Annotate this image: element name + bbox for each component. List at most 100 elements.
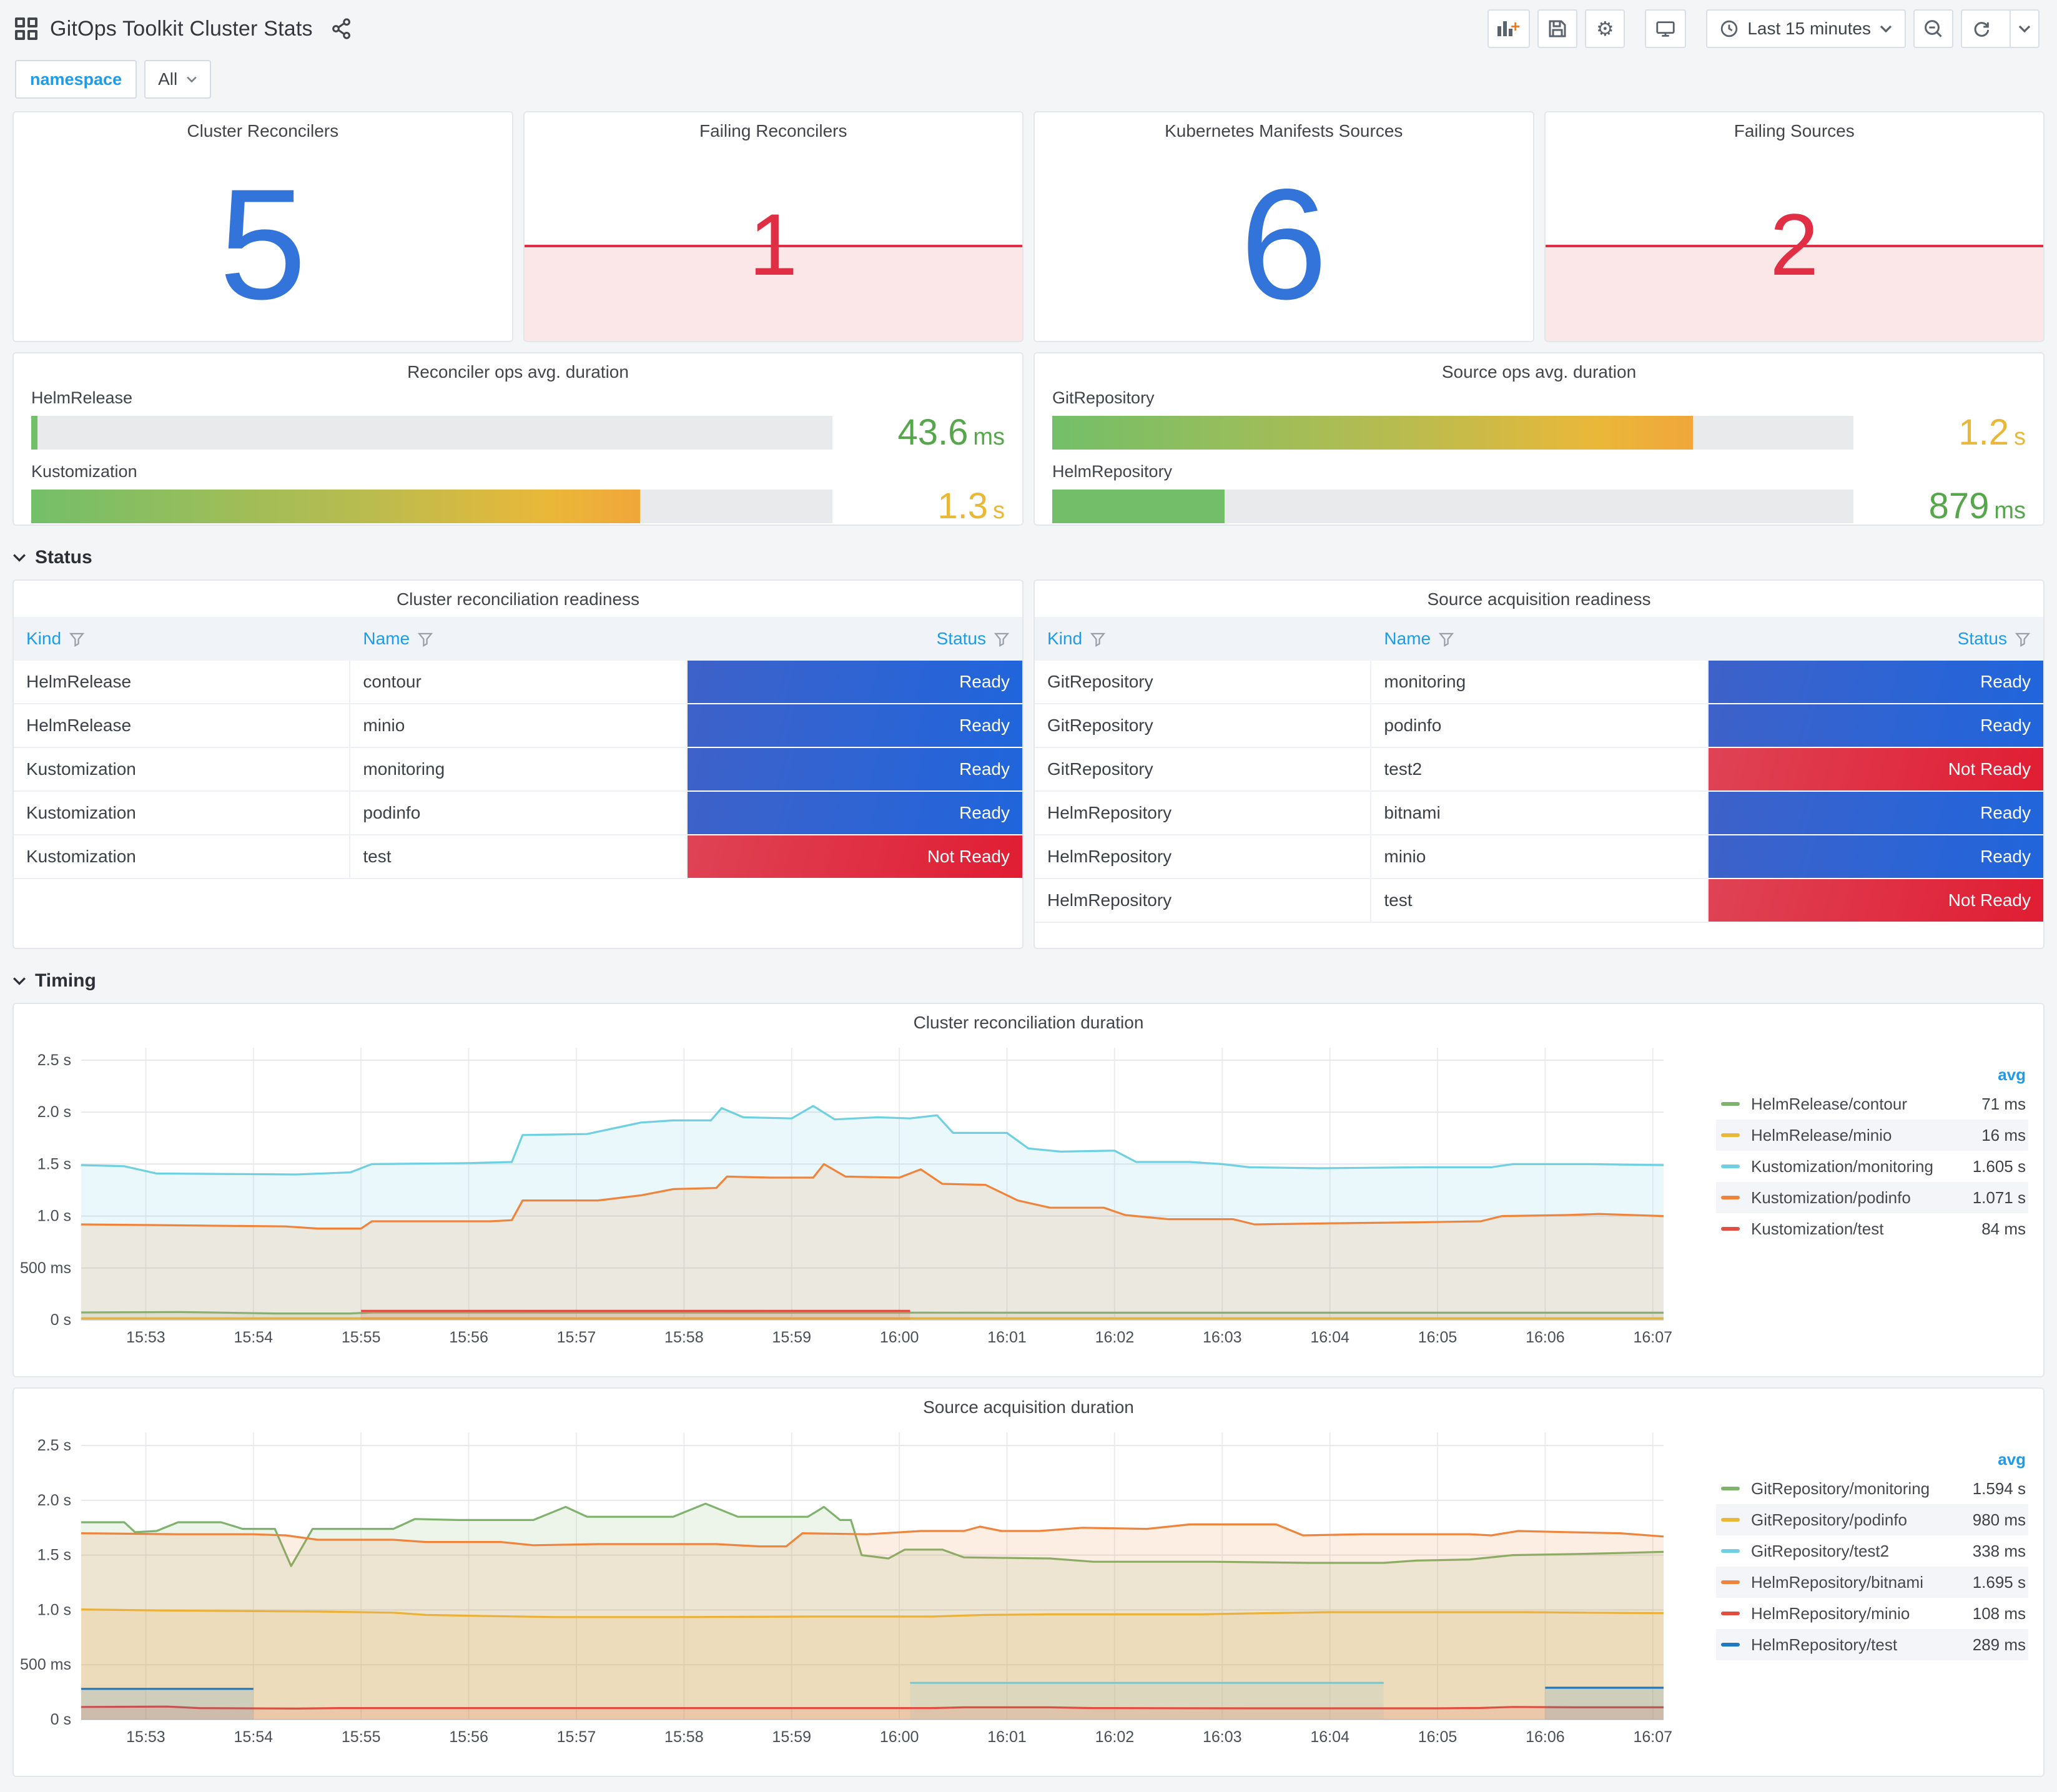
dashboard-settings-button[interactable]: ⚙ — [1585, 9, 1625, 48]
time-range-picker[interactable]: Last 15 minutes — [1706, 9, 1906, 48]
cell-name: monitoring — [350, 748, 688, 792]
legend-avg-header[interactable]: avg — [1998, 1450, 2026, 1469]
legend-series-name[interactable]: GitRepository/podinfo — [1751, 1510, 1908, 1529]
x-axis-tick-label: 15:58 — [664, 1728, 704, 1746]
chevron-down-icon — [1880, 25, 1892, 33]
add-panel-button[interactable]: + — [1487, 9, 1531, 48]
gauge-value: 879 ms — [1853, 485, 2026, 524]
variable-value-dropdown[interactable]: All — [144, 60, 212, 99]
filter-funnel-icon[interactable] — [994, 631, 1010, 647]
gauge-fill — [31, 415, 38, 450]
save-icon — [1549, 20, 1566, 37]
filter-funnel-icon[interactable] — [1438, 631, 1454, 647]
chart-body: 0 s 500 ms 1.0 s 1.5 s 2.0 s 2.5 s 15:53 15:54 1… — [14, 1417, 2043, 1755]
chart-canvas[interactable]: 0 s 500 ms 1.0 s 1.5 s 2.0 s 2.5 s 15:53 15:54 1… — [14, 1033, 1679, 1355]
column-header-status[interactable]: Status — [1709, 629, 2043, 649]
stat-panel-title: Failing Reconcilers — [699, 121, 847, 140]
legend-row: GitRepository/test2 338 ms — [1716, 1535, 2028, 1567]
column-header-kind[interactable]: Kind — [1035, 629, 1371, 649]
zoom-out-time-button[interactable] — [1913, 9, 1953, 48]
legend-series-color — [1721, 1164, 1740, 1168]
legend-avg-header[interactable]: avg — [1998, 1065, 2026, 1084]
tv-mode-button[interactable] — [1645, 9, 1687, 48]
gauge-row: Kustomization 1.3 s — [31, 462, 1005, 524]
section-label: Timing — [35, 970, 96, 991]
gauge-row: HelmRelease 43.6 ms — [31, 388, 1005, 453]
y-axis-tick-label: 0 s — [51, 1311, 71, 1329]
cell-name: test — [1371, 879, 1709, 923]
series-line — [81, 1523, 1664, 1548]
share-icon[interactable] — [330, 17, 353, 40]
section-header-status[interactable]: Status — [0, 536, 2057, 579]
legend-series-name[interactable]: HelmRepository/bitnami — [1751, 1572, 1923, 1592]
zoom-out-icon — [1925, 20, 1942, 37]
chart-canvas[interactable]: 0 s 500 ms 1.0 s 1.5 s 2.0 s 2.5 s 15:53 15:54 1… — [14, 1417, 1679, 1755]
x-axis-tick-label: 16:07 — [1633, 1728, 1672, 1746]
series-line — [81, 1608, 1664, 1618]
dashboard-grid-icon[interactable] — [15, 17, 37, 40]
section-header-timing[interactable]: Timing — [0, 959, 2057, 1003]
table-header-row: Kind Name Status — [14, 617, 1022, 661]
table-row: HelmRepository test Not Ready — [1035, 879, 2043, 923]
status-badge: Ready — [687, 748, 1022, 792]
chevron-down-icon — [13, 977, 26, 985]
stat-panel: Cluster Reconcilers 5 — [12, 111, 513, 342]
x-axis-tick-label: 15:57 — [557, 1728, 596, 1746]
legend-series-name[interactable]: Kustomization/podinfo — [1751, 1188, 1911, 1207]
x-axis-tick-label: 16:02 — [1095, 1329, 1135, 1346]
refresh-button[interactable] — [1962, 11, 2001, 47]
x-axis-tick-label: 15:57 — [557, 1329, 596, 1346]
column-header-name[interactable]: Name — [350, 629, 687, 649]
column-header-kind[interactable]: Kind — [14, 629, 350, 649]
column-header-name[interactable]: Name — [1371, 629, 1708, 649]
y-axis-tick-label: 2.0 s — [37, 1492, 71, 1509]
legend-row: Kustomization/monitoring 1.605 s — [1716, 1151, 2028, 1182]
gauge-line: 1.3 s — [31, 485, 1005, 524]
series-area — [81, 1106, 1664, 1320]
filter-funnel-icon[interactable] — [417, 631, 433, 647]
gauge-value: 43.6 ms — [832, 411, 1005, 453]
legend-series-avg: 338 ms — [1972, 1541, 2026, 1560]
x-axis-tick-label: 16:06 — [1526, 1329, 1565, 1346]
column-header-status[interactable]: Status — [688, 629, 1022, 649]
legend-series-name[interactable]: GitRepository/test2 — [1751, 1541, 1890, 1560]
filter-funnel-icon[interactable] — [1090, 631, 1106, 647]
y-axis-tick-label: 500 ms — [20, 1259, 71, 1277]
refresh-interval-dropdown[interactable] — [2010, 11, 2038, 47]
gauge-fill — [1052, 415, 1694, 450]
filter-funnel-icon[interactable] — [2015, 631, 2031, 647]
legend-series-color — [1721, 1643, 1740, 1647]
y-axis-tick-label: 2.5 s — [37, 1437, 71, 1454]
gauge-track — [1052, 415, 1853, 450]
refresh-icon — [1974, 22, 1990, 37]
legend-series-name[interactable]: GitRepository/monitoring — [1751, 1479, 1930, 1498]
status-badge: Not Ready — [1708, 748, 2043, 792]
y-axis-tick-label: 500 ms — [20, 1656, 71, 1673]
filter-funnel-icon[interactable] — [69, 631, 85, 647]
y-axis-tick-label: 2.5 s — [37, 1051, 71, 1069]
gauge-panels-row: Reconciler ops avg. duration HelmRelease… — [0, 352, 2057, 526]
series-area — [81, 1504, 1664, 1720]
timing-chart-1-legend: avg GitRepository/monitoring 1.594 s GitRep… — [1679, 1417, 2043, 1755]
save-dashboard-button[interactable] — [1537, 9, 1578, 48]
legend-series-name[interactable]: Kustomization/monitoring — [1751, 1156, 1933, 1176]
legend-series-name[interactable]: HelmRepository/test — [1751, 1635, 1898, 1654]
y-axis-tick-label: 0 s — [51, 1711, 71, 1728]
stat-threshold-line — [1545, 245, 2043, 248]
legend-series-name[interactable]: HelmRelease/minio — [1751, 1125, 1892, 1145]
x-axis-tick-label: 15:53 — [126, 1728, 165, 1746]
gauge-label: HelmRepository — [1052, 462, 1173, 481]
legend-series-name[interactable]: HelmRepository/minio — [1751, 1603, 1910, 1623]
legend-series-name[interactable]: HelmRelease/contour — [1751, 1094, 1908, 1113]
column-header-label: Name — [363, 629, 410, 648]
legend-series-name[interactable]: Kustomization/test — [1751, 1219, 1884, 1238]
panel-title: Source acquisition duration — [923, 1397, 1134, 1417]
panel-title: Cluster reconciliation readiness — [396, 589, 640, 609]
cell-kind: GitRepository — [1035, 704, 1372, 748]
panel-title: Source acquisition readiness — [1427, 589, 1651, 609]
gauge-rows-0: HelmRelease 43.6 ms Kustomization 1.3 s — [14, 382, 1022, 524]
chevron-down-icon — [2018, 25, 2031, 33]
tables-row: Cluster reconciliation readiness Kind Nam… — [0, 579, 2057, 949]
cell-name: minio — [1371, 835, 1709, 879]
